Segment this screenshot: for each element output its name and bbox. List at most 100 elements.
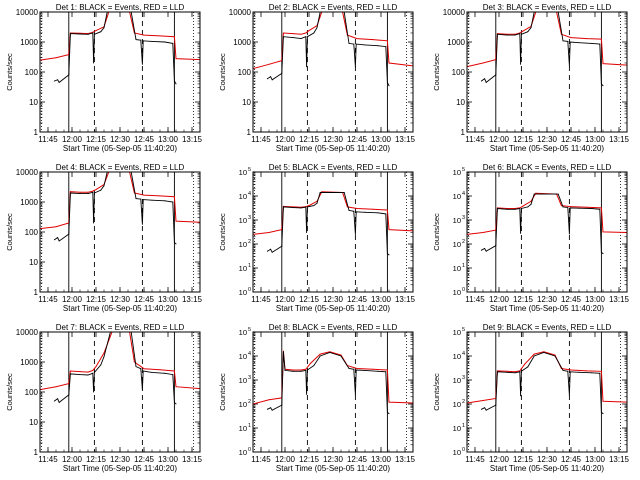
plot-interior: [467, 332, 627, 452]
y-tick-exponent: 1: [248, 423, 251, 429]
data-point-lld: [600, 38, 602, 40]
data-point-lld: [159, 195, 161, 197]
y-tick-label: 1000: [233, 38, 251, 47]
data-point-events: [569, 371, 571, 373]
data-point-events: [316, 27, 318, 29]
data-point-lld: [522, 205, 524, 207]
x-tick-label: 13:00: [158, 295, 179, 304]
x-tick-label: 11:45: [38, 295, 58, 304]
data-point-events: [103, 356, 105, 358]
x-tick-label: 12:30: [323, 295, 344, 304]
y-tick-label: 10: [29, 98, 38, 107]
data-point-events: [87, 33, 89, 35]
data-point-events: [141, 63, 143, 65]
y-tick-label: 10: [239, 168, 247, 177]
x-tick-label: 12:00: [489, 135, 510, 144]
data-point-events: [527, 366, 529, 368]
y-tick-exponent: 1: [248, 263, 251, 269]
data-point-events: [519, 208, 521, 209]
data-point-events: [135, 366, 137, 368]
data-point-lld: [92, 370, 94, 371]
data-point-events: [69, 192, 71, 194]
data-point-events: [578, 371, 580, 373]
data-point-events: [164, 200, 166, 202]
x-tick-label: 12:00: [489, 455, 510, 464]
x-axis-label: Start Time (05-Sep-05 11:40:20): [490, 304, 604, 313]
y-tick-exponent: 2: [248, 239, 251, 245]
data-point-events: [599, 372, 601, 374]
data-point-lld: [79, 191, 81, 193]
data-point-events: [496, 33, 498, 35]
data-point-events: [173, 80, 175, 82]
data-point-events: [175, 83, 177, 85]
data-point-events: [79, 193, 81, 195]
data-point-events: [266, 408, 268, 410]
x-tick-label: 12:30: [110, 295, 131, 304]
data-point-events: [266, 78, 268, 80]
y-tick-label: 100: [25, 388, 39, 397]
data-point-lld: [68, 383, 70, 385]
data-point-lld: [159, 369, 161, 371]
data-point-events: [386, 253, 388, 255]
y-tick-label: 10: [453, 240, 461, 249]
plot-frame: [39, 11, 201, 133]
data-point-events: [87, 374, 89, 376]
x-tick-label: 12:45: [561, 455, 582, 464]
data-point-events: [58, 81, 60, 83]
data-point-lld: [586, 370, 588, 372]
data-point-events: [388, 413, 390, 415]
x-tick-label: 13:15: [182, 135, 203, 144]
y-tick-exponent: 2: [248, 399, 251, 405]
y-tick-label: 1: [247, 128, 252, 137]
y-tick-label: 100: [25, 68, 39, 77]
data-point-events: [354, 66, 356, 68]
y-tick-label: 10: [453, 376, 461, 385]
y-tick-label: 10: [456, 98, 465, 107]
data-point-lld: [514, 33, 516, 35]
data-point-events: [306, 36, 308, 38]
data-point-events: [568, 233, 570, 235]
data-point-events: [282, 351, 284, 353]
data-point-events: [520, 33, 522, 35]
data-point-lld: [570, 369, 572, 371]
data-point-events: [520, 370, 522, 372]
data-point-events: [140, 368, 142, 370]
plot-frame: [39, 171, 201, 293]
series-line-events: [54, 332, 177, 405]
data-point-lld: [386, 40, 388, 42]
y-tick-label: 1000: [20, 198, 38, 207]
data-point-events: [313, 32, 315, 34]
data-point-events: [543, 352, 545, 353]
data-point-lld: [282, 350, 284, 352]
data-point-events: [69, 373, 71, 375]
data-point-events: [271, 251, 273, 253]
y-axis-label: Counts/sec: [432, 213, 441, 251]
data-point-lld: [386, 209, 388, 211]
data-point-events: [281, 245, 283, 247]
series-line-events: [54, 172, 177, 245]
data-point-events: [69, 33, 71, 35]
data-point-lld: [133, 361, 135, 363]
series-line-lld: [40, 332, 200, 391]
data-point-lld: [319, 353, 321, 355]
panel-title: Det 3: BLACK = Events, RED = LLD: [483, 3, 612, 12]
data-point-lld: [143, 194, 145, 196]
data-point-events: [602, 85, 604, 87]
y-tick-label: 1000: [20, 358, 38, 367]
data-point-events: [591, 42, 593, 44]
data-point-events: [270, 248, 272, 250]
y-tick-label: 100: [25, 228, 39, 237]
y-tick-label: 10000: [16, 8, 39, 17]
data-point-events: [530, 203, 532, 205]
plot-frame: [252, 171, 414, 293]
data-point-events: [340, 355, 342, 357]
y-tick-label: 10: [239, 400, 247, 409]
x-axis-label: Start Time (05-Sep-05 11:40:20): [490, 464, 604, 473]
x-tick-label: 13:00: [371, 135, 392, 144]
data-point-events: [92, 191, 94, 193]
plot-interior: [253, 172, 413, 292]
y-tick-exponent: 2: [462, 399, 465, 405]
data-point-events: [385, 46, 387, 48]
data-point-events: [93, 371, 95, 373]
